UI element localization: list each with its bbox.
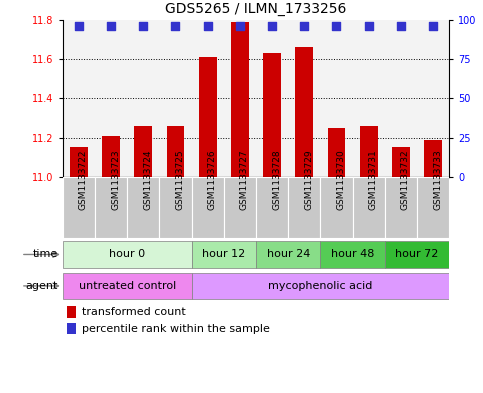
Text: transformed count: transformed count (82, 307, 186, 317)
Text: percentile rank within the sample: percentile rank within the sample (82, 324, 270, 334)
Text: agent: agent (26, 281, 58, 291)
Bar (127, 177, 159, 238)
Text: hour 0: hour 0 (109, 250, 145, 259)
Bar (385, 177, 417, 238)
Text: untreated control: untreated control (79, 281, 176, 291)
Bar (95, 20, 127, 177)
Bar (167, 126, 185, 177)
Bar (159, 177, 192, 238)
Bar (353, 20, 385, 177)
Bar (353, 177, 385, 238)
Title: GDS5265 / ILMN_1733256: GDS5265 / ILMN_1733256 (165, 2, 347, 16)
Bar (224, 177, 256, 238)
Text: GSM1133731: GSM1133731 (369, 149, 378, 210)
Bar (320, 241, 385, 268)
Bar (424, 140, 442, 177)
Text: hour 24: hour 24 (267, 250, 310, 259)
Point (107, 22, 115, 29)
Bar (63, 177, 95, 238)
Bar (327, 128, 345, 177)
Text: GSM1133728: GSM1133728 (272, 150, 281, 210)
Point (204, 22, 212, 29)
Text: GSM1133730: GSM1133730 (337, 149, 345, 210)
Bar (263, 53, 281, 177)
Bar (392, 147, 410, 177)
Bar (296, 47, 313, 177)
Bar (417, 177, 449, 238)
Bar (63, 273, 192, 299)
Bar (102, 136, 120, 177)
Point (429, 22, 437, 29)
Text: GSM1133722: GSM1133722 (79, 150, 88, 210)
Text: GSM1133726: GSM1133726 (208, 150, 217, 210)
Point (268, 22, 276, 29)
Bar (417, 20, 449, 177)
Bar (256, 20, 288, 177)
Bar (231, 22, 249, 177)
Text: hour 72: hour 72 (395, 250, 439, 259)
Bar (192, 273, 449, 299)
Text: hour 12: hour 12 (202, 250, 245, 259)
Bar (159, 20, 192, 177)
Point (171, 22, 179, 29)
Bar (63, 241, 192, 268)
Point (365, 22, 372, 29)
Text: GSM1133724: GSM1133724 (143, 150, 152, 210)
Bar (134, 126, 152, 177)
Text: GSM1133729: GSM1133729 (304, 150, 313, 210)
Bar (320, 177, 353, 238)
Text: hour 48: hour 48 (331, 250, 374, 259)
Bar (63, 20, 95, 177)
Text: time: time (33, 250, 58, 259)
Bar (192, 241, 256, 268)
Text: GSM1133733: GSM1133733 (433, 149, 442, 210)
Text: GSM1133723: GSM1133723 (111, 150, 120, 210)
Bar (67, 323, 76, 334)
Point (397, 22, 405, 29)
Bar (256, 177, 288, 238)
Bar (192, 177, 224, 238)
Bar (95, 177, 127, 238)
Bar (385, 241, 449, 268)
Bar (256, 241, 320, 268)
Text: mycophenolic acid: mycophenolic acid (268, 281, 372, 291)
Bar (192, 20, 224, 177)
Point (75, 22, 83, 29)
Point (300, 22, 308, 29)
Bar (385, 20, 417, 177)
Bar (127, 20, 159, 177)
Bar (199, 57, 216, 177)
Bar (70, 147, 88, 177)
Bar (288, 20, 320, 177)
Text: GSM1133732: GSM1133732 (401, 150, 410, 210)
Point (236, 22, 244, 29)
Point (140, 22, 147, 29)
Bar (288, 177, 320, 238)
Point (333, 22, 341, 29)
Text: GSM1133725: GSM1133725 (175, 150, 185, 210)
Bar (67, 306, 76, 318)
Bar (224, 20, 256, 177)
Bar (320, 20, 353, 177)
Bar (360, 126, 378, 177)
Text: GSM1133727: GSM1133727 (240, 150, 249, 210)
